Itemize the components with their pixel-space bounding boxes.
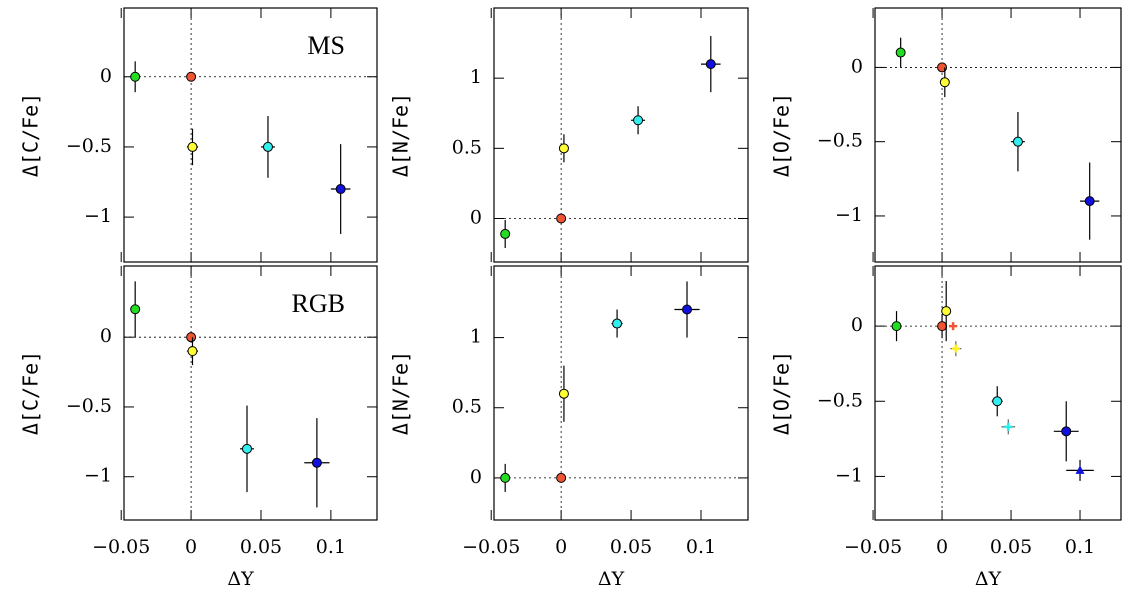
y-tick-label: 0 bbox=[470, 206, 482, 228]
data-point bbox=[558, 143, 569, 154]
data-point bbox=[1012, 136, 1023, 147]
data-point bbox=[186, 71, 197, 82]
data-point bbox=[895, 47, 906, 58]
plot-frame bbox=[123, 7, 378, 263]
y-tick-label: −0.5 bbox=[66, 395, 112, 417]
data-point bbox=[949, 322, 958, 331]
panel: −0.05 0 0.05 0.1 −1 −0.5 0 Δ[C/Fe] ΔY RGB bbox=[19, 265, 378, 590]
plot-frame bbox=[874, 7, 1122, 263]
plot-frame bbox=[123, 265, 378, 521]
data-point bbox=[941, 306, 952, 317]
y-axis-label: Δ[N/Fe] bbox=[389, 93, 413, 177]
data-point bbox=[891, 321, 902, 332]
x-tick-label: −0.05 bbox=[92, 536, 150, 558]
x-tick-label: 0 bbox=[555, 536, 567, 558]
data-point bbox=[1075, 465, 1085, 474]
data-point bbox=[951, 344, 960, 353]
y-tick-label: −1 bbox=[84, 465, 112, 487]
x-tick-label: 0 bbox=[936, 536, 948, 558]
y-tick-label: 0 bbox=[851, 314, 863, 336]
x-axis-label: ΔY bbox=[598, 568, 625, 590]
data-point bbox=[1004, 422, 1013, 431]
y-tick-label: 0 bbox=[100, 65, 112, 87]
x-axis-label: ΔY bbox=[227, 568, 254, 590]
y-tick-label: 1 bbox=[470, 326, 482, 348]
y-tick-label: 0 bbox=[470, 466, 482, 488]
data-point bbox=[1061, 426, 1072, 437]
y-axis-label: Δ[C/Fe] bbox=[19, 351, 43, 435]
x-tick-label: 0.1 bbox=[316, 536, 346, 558]
plot-frame bbox=[493, 265, 749, 521]
data-point bbox=[558, 388, 569, 399]
data-point bbox=[500, 472, 511, 483]
y-tick-label: −0.5 bbox=[817, 130, 863, 152]
y-tick-label: 0 bbox=[851, 55, 863, 77]
data-point bbox=[130, 71, 141, 82]
y-tick-label: 0.5 bbox=[452, 136, 482, 158]
x-tick-label: 0.1 bbox=[686, 536, 716, 558]
y-axis-label: Δ[C/Fe] bbox=[19, 93, 43, 177]
x-tick-label: 0.1 bbox=[1065, 536, 1095, 558]
data-point bbox=[937, 321, 948, 332]
y-tick-label: −1 bbox=[84, 205, 112, 227]
data-point bbox=[939, 77, 950, 88]
x-tick-label: 0 bbox=[185, 536, 197, 558]
y-tick-label: −1 bbox=[835, 464, 863, 486]
panel: −0.05 0 0.05 0.1 −1 −0.5 0 Δ[O/Fe] ΔY bbox=[770, 265, 1122, 590]
panel-label: RGB bbox=[292, 289, 345, 318]
x-tick-label: 0.05 bbox=[990, 536, 1032, 558]
data-point bbox=[556, 472, 567, 483]
data-point bbox=[187, 141, 198, 152]
data-point bbox=[242, 443, 253, 454]
data-point bbox=[556, 213, 567, 224]
y-tick-label: 0 bbox=[100, 325, 112, 347]
data-point bbox=[335, 184, 346, 195]
data-point bbox=[992, 396, 1003, 407]
plot-frame bbox=[874, 265, 1122, 521]
data-point bbox=[311, 457, 322, 468]
x-tick-label: 0.05 bbox=[240, 536, 282, 558]
data-point bbox=[500, 228, 511, 239]
y-tick-label: −1 bbox=[835, 204, 863, 226]
panel: −1 −0.5 0 Δ[C/Fe] MS bbox=[19, 7, 378, 263]
data-point bbox=[262, 141, 273, 152]
data-point bbox=[186, 332, 197, 343]
panel: −0.05 0 0.05 0.1 0 0.5 1 Δ[N/Fe] ΔY bbox=[389, 265, 749, 590]
x-tick-label: −0.05 bbox=[462, 536, 520, 558]
data-point bbox=[705, 59, 716, 70]
y-tick-label: −0.5 bbox=[817, 389, 863, 411]
x-tick-label: −0.05 bbox=[844, 536, 902, 558]
y-tick-label: 0.5 bbox=[452, 396, 482, 418]
panel: 0 0.5 1 Δ[N/Fe] bbox=[389, 7, 749, 263]
data-point bbox=[130, 304, 141, 315]
y-axis-label: Δ[O/Fe] bbox=[770, 351, 794, 435]
data-point bbox=[1084, 196, 1095, 207]
x-axis-label: ΔY bbox=[975, 568, 1002, 590]
data-point bbox=[612, 318, 623, 329]
y-tick-label: −0.5 bbox=[66, 135, 112, 157]
y-tick-label: 1 bbox=[470, 66, 482, 88]
plot-frame bbox=[493, 7, 749, 263]
y-axis-label: Δ[O/Fe] bbox=[770, 93, 794, 177]
data-point bbox=[682, 304, 693, 315]
panel-label: MS bbox=[307, 31, 345, 60]
panel: −1 −0.5 0 Δ[O/Fe] bbox=[770, 7, 1122, 263]
data-point bbox=[633, 115, 644, 126]
y-axis-label: Δ[N/Fe] bbox=[389, 351, 413, 435]
x-tick-label: 0.05 bbox=[610, 536, 652, 558]
data-point bbox=[187, 346, 198, 357]
